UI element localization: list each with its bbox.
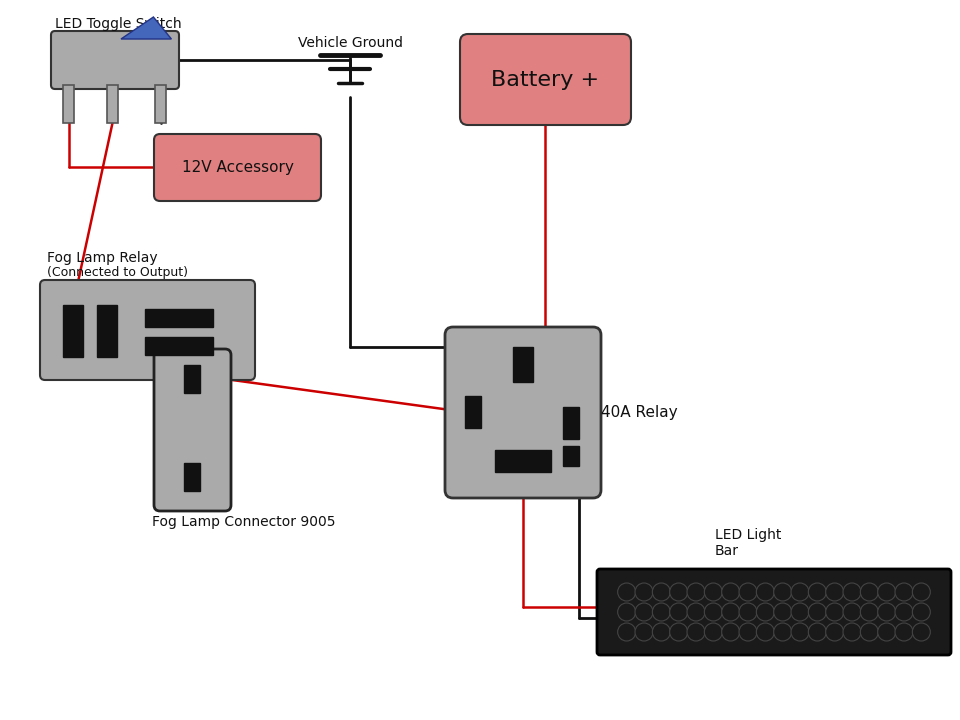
Text: Vehicle Ground: Vehicle Ground xyxy=(298,36,402,50)
Text: LED Toggle Switch: LED Toggle Switch xyxy=(55,17,181,31)
FancyBboxPatch shape xyxy=(51,31,179,89)
Bar xyxy=(145,337,213,355)
Bar xyxy=(63,305,83,357)
Polygon shape xyxy=(121,17,172,39)
Circle shape xyxy=(791,603,809,621)
Text: Fog Lamp Relay: Fog Lamp Relay xyxy=(47,251,157,265)
Circle shape xyxy=(653,623,670,641)
Circle shape xyxy=(877,623,896,641)
Text: (Connected to Output): (Connected to Output) xyxy=(47,266,188,279)
Circle shape xyxy=(808,603,827,621)
Bar xyxy=(495,450,551,472)
Bar xyxy=(563,446,579,466)
Circle shape xyxy=(808,623,827,641)
Circle shape xyxy=(826,583,844,601)
Circle shape xyxy=(635,623,653,641)
Circle shape xyxy=(670,583,687,601)
Bar xyxy=(155,85,166,123)
Circle shape xyxy=(774,583,792,601)
Circle shape xyxy=(791,583,809,601)
Circle shape xyxy=(617,603,636,621)
Circle shape xyxy=(705,583,722,601)
Text: 40A Relay: 40A Relay xyxy=(601,405,678,420)
Text: 12V Accessory: 12V Accessory xyxy=(181,160,294,175)
Circle shape xyxy=(635,583,653,601)
Circle shape xyxy=(756,583,775,601)
Circle shape xyxy=(617,623,636,641)
Circle shape xyxy=(756,603,775,621)
Circle shape xyxy=(860,623,878,641)
Circle shape xyxy=(808,583,827,601)
Circle shape xyxy=(843,603,861,621)
Circle shape xyxy=(687,623,705,641)
Circle shape xyxy=(705,603,722,621)
Circle shape xyxy=(774,623,792,641)
Circle shape xyxy=(739,583,757,601)
Bar xyxy=(107,85,118,123)
Bar xyxy=(563,407,579,439)
Circle shape xyxy=(670,623,687,641)
Circle shape xyxy=(687,583,705,601)
Circle shape xyxy=(843,583,861,601)
Circle shape xyxy=(826,623,844,641)
Circle shape xyxy=(617,583,636,601)
Circle shape xyxy=(912,603,930,621)
Circle shape xyxy=(722,623,739,641)
FancyBboxPatch shape xyxy=(154,349,231,511)
Circle shape xyxy=(877,583,896,601)
Circle shape xyxy=(687,603,705,621)
FancyBboxPatch shape xyxy=(40,280,255,380)
Circle shape xyxy=(860,603,878,621)
Circle shape xyxy=(722,603,739,621)
Circle shape xyxy=(912,583,930,601)
Circle shape xyxy=(912,623,930,641)
Bar xyxy=(513,347,533,382)
Circle shape xyxy=(860,583,878,601)
Bar xyxy=(465,396,481,428)
Circle shape xyxy=(895,583,913,601)
Circle shape xyxy=(774,603,792,621)
Bar xyxy=(63,85,74,123)
Circle shape xyxy=(739,603,757,621)
Circle shape xyxy=(895,603,913,621)
Circle shape xyxy=(635,603,653,621)
Circle shape xyxy=(877,603,896,621)
FancyBboxPatch shape xyxy=(154,134,321,201)
Bar xyxy=(97,305,117,357)
Circle shape xyxy=(722,583,739,601)
Circle shape xyxy=(826,603,844,621)
Text: Battery +: Battery + xyxy=(492,70,600,89)
FancyBboxPatch shape xyxy=(597,569,951,655)
Bar xyxy=(184,463,200,491)
Circle shape xyxy=(653,603,670,621)
FancyBboxPatch shape xyxy=(445,327,601,498)
Bar xyxy=(184,365,200,393)
Circle shape xyxy=(843,623,861,641)
Text: LED Light
Bar: LED Light Bar xyxy=(715,528,781,558)
Circle shape xyxy=(791,623,809,641)
Circle shape xyxy=(739,623,757,641)
Bar xyxy=(145,309,213,327)
Text: Fog Lamp Connector 9005: Fog Lamp Connector 9005 xyxy=(152,515,335,529)
Circle shape xyxy=(653,583,670,601)
FancyBboxPatch shape xyxy=(460,34,631,125)
Circle shape xyxy=(895,623,913,641)
Circle shape xyxy=(756,623,775,641)
Circle shape xyxy=(670,603,687,621)
Circle shape xyxy=(705,623,722,641)
